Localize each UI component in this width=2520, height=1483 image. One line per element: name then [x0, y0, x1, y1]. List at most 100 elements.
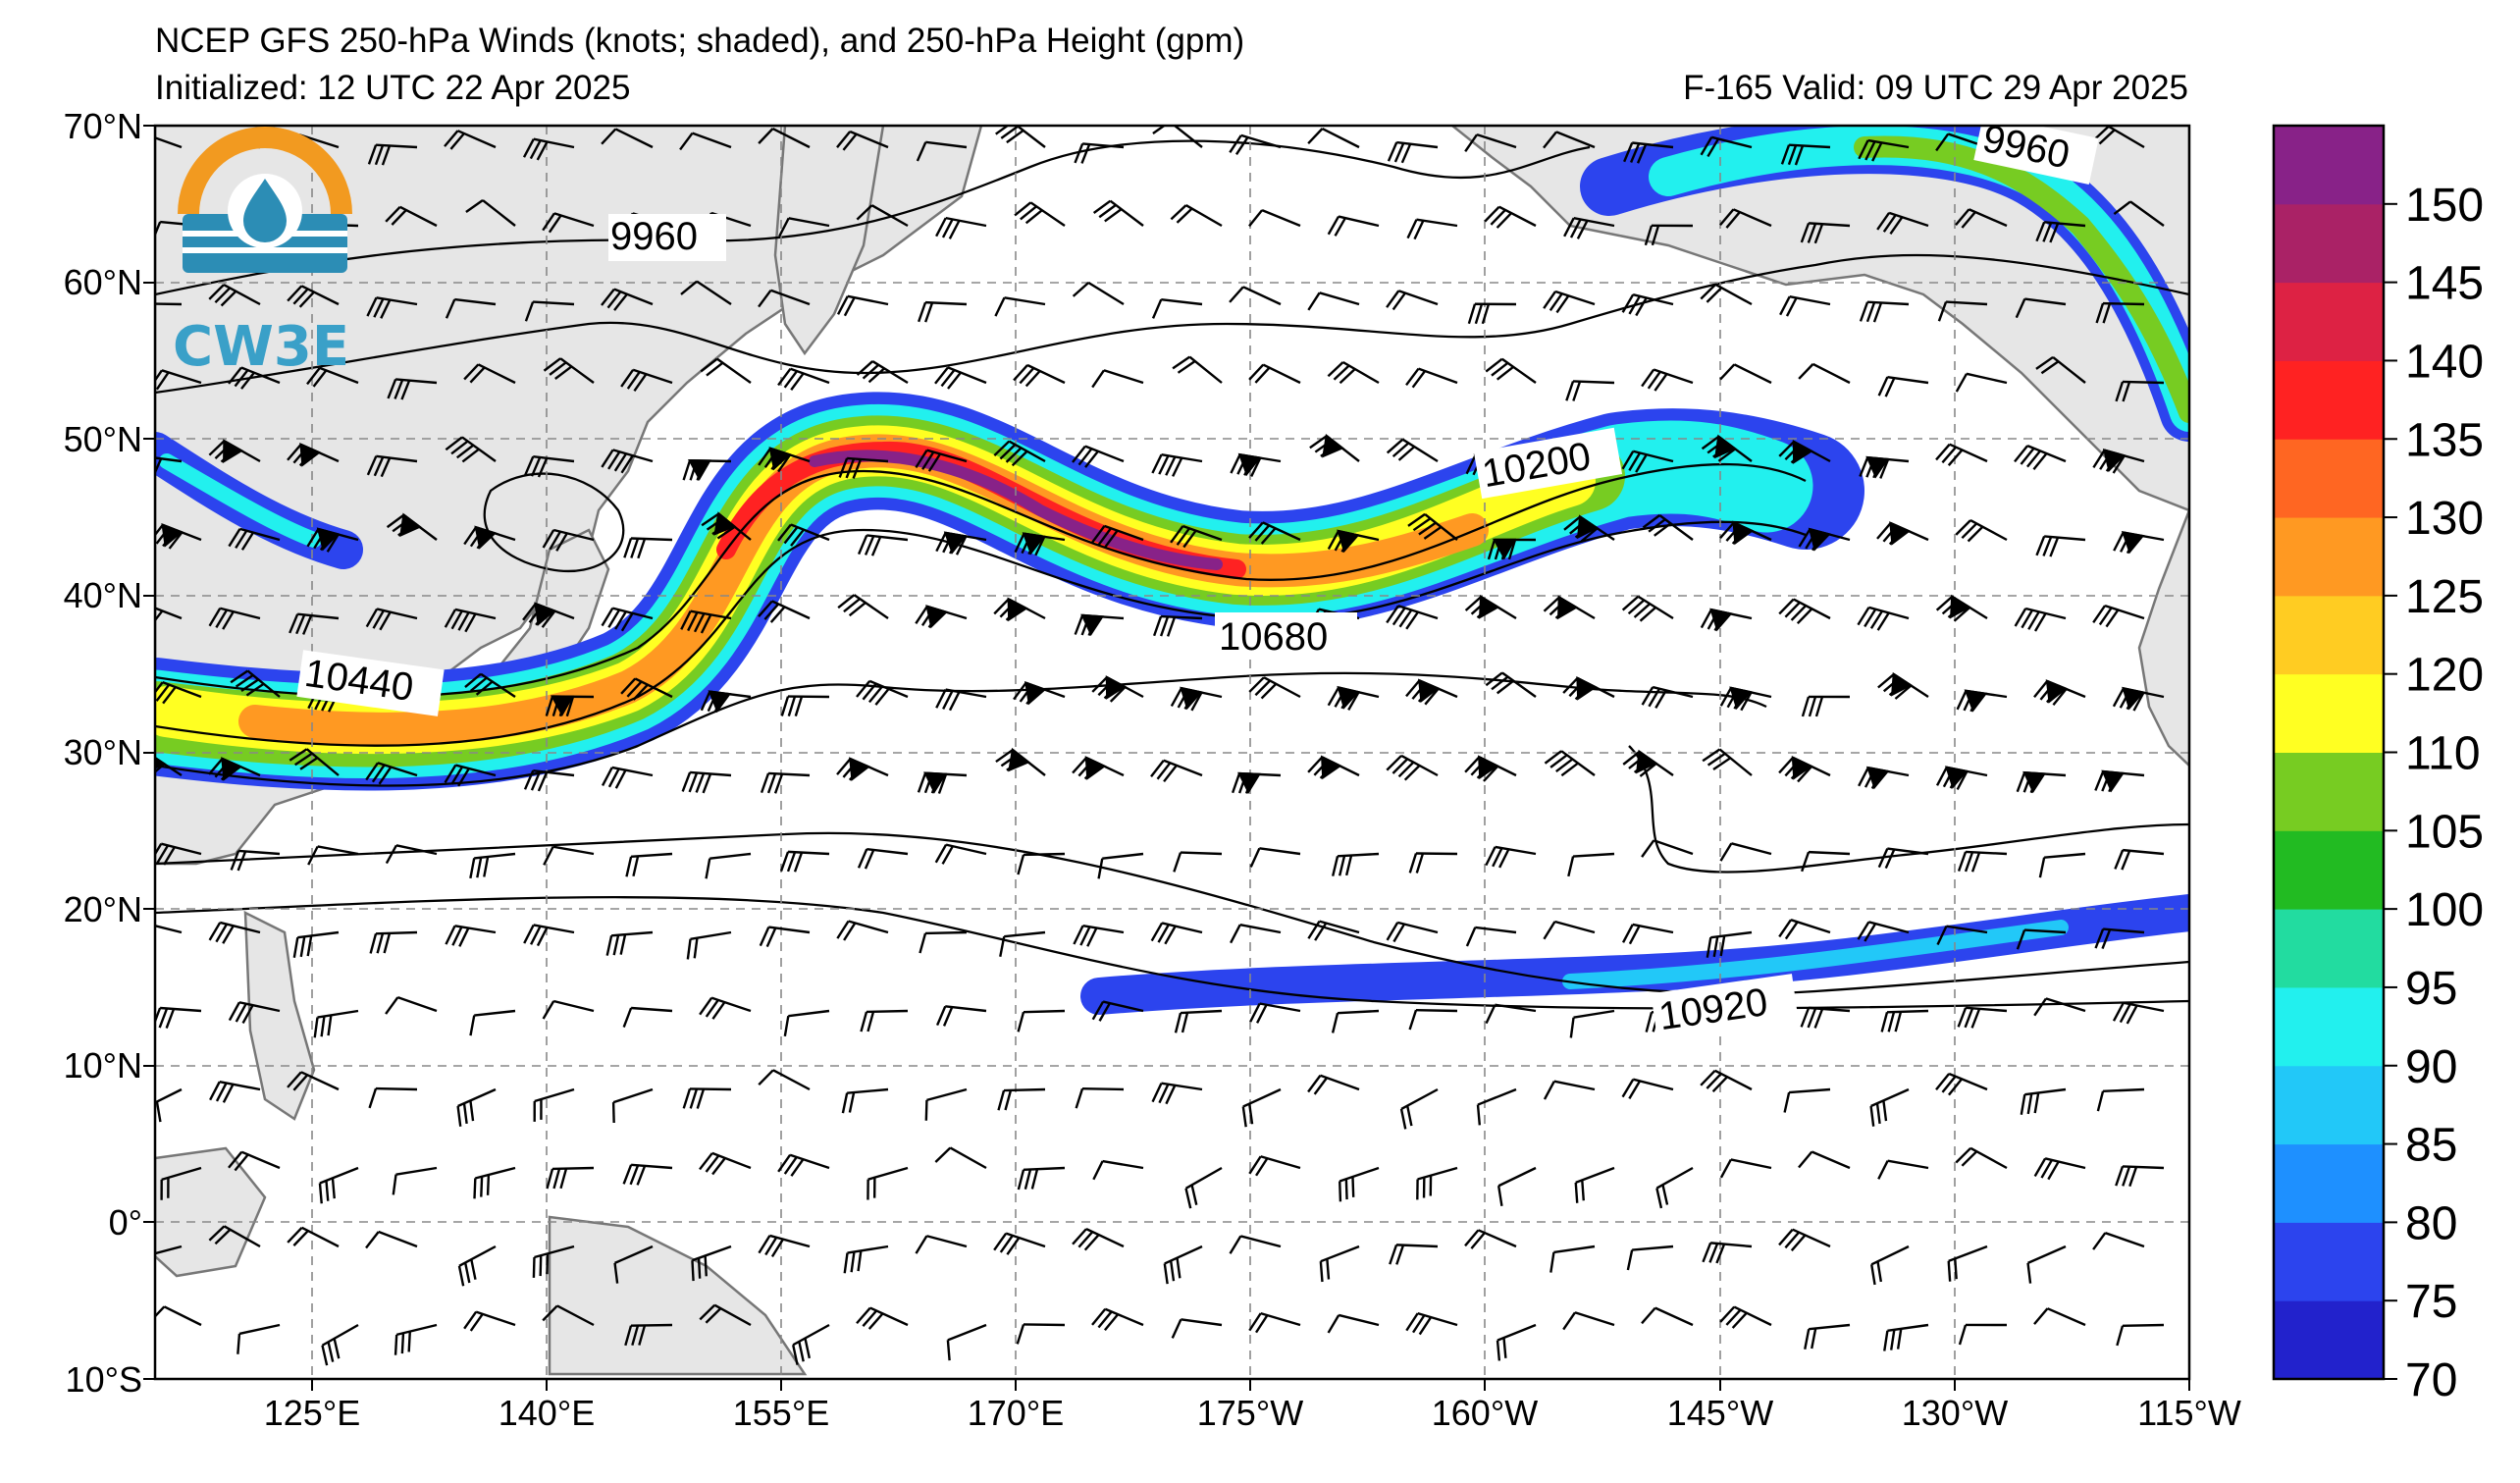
philippines-land [243, 910, 316, 1121]
wind-barb [779, 850, 830, 873]
wind-barb [1719, 686, 1772, 712]
wind-barb [2016, 928, 2067, 950]
wind-barb [1644, 224, 1694, 246]
wind-barb [546, 1166, 595, 1190]
wind-barb [1778, 440, 1831, 464]
wind-barb [155, 1087, 183, 1126]
wind-barb [1230, 452, 1282, 477]
wind-barb [1798, 527, 1851, 552]
wind-barb [1097, 852, 1144, 879]
wind-barb [1937, 300, 1988, 322]
wind-barb [601, 288, 654, 311]
wind-barb [155, 680, 202, 705]
wind-barb [1702, 1242, 1753, 1264]
colorbar-swatch [2274, 282, 2384, 361]
wind-barb [836, 294, 889, 317]
colorbar-swatch [2274, 360, 2384, 440]
colorbar-label: 120 [2405, 650, 2484, 702]
wind-barb [473, 1166, 516, 1199]
wind-barb [464, 672, 516, 698]
wind-barb [2113, 530, 2165, 555]
wind-barb [1249, 1002, 1301, 1024]
wind-barb [682, 458, 732, 481]
wind-barb [2020, 1087, 2067, 1115]
wind-barb [367, 143, 418, 166]
wind-barb [2115, 380, 2165, 402]
wind-barb [444, 130, 497, 150]
wind-barb [533, 1087, 575, 1122]
logo-sun-arc [178, 127, 352, 215]
wind-barb [1642, 514, 1694, 541]
wind-barb [1563, 514, 1615, 543]
wind-barb [1319, 1245, 1360, 1283]
borneo-land [155, 1146, 267, 1278]
wind-barb [1406, 218, 1458, 240]
map-title: NCEP GFS 250-hPa Winds (knots; shaded), … [155, 22, 1245, 60]
wind-barb [1230, 923, 1282, 944]
wind-barb [524, 300, 575, 322]
wind-barb [1091, 675, 1144, 703]
wind-barb [155, 1245, 183, 1258]
wind-barb [601, 128, 654, 149]
wind-barb [700, 357, 752, 384]
wind-barb [2038, 852, 2086, 878]
wind-barb [856, 679, 909, 706]
wind-barb [624, 1323, 673, 1347]
wind-barb [856, 204, 909, 228]
wind-barb [1014, 532, 1066, 556]
wind-barb [1386, 921, 1439, 943]
wind-barb [1936, 925, 1988, 946]
wind-barb [1869, 1087, 1910, 1127]
lat-label-60n: 60°N [64, 262, 142, 302]
wind-barb [1092, 1159, 1144, 1181]
wind-barb [915, 1235, 968, 1254]
wind-barb [1163, 1245, 1203, 1285]
lon-label-175w: 175°W [1197, 1393, 1303, 1433]
wind-barb [160, 1166, 202, 1200]
wind-barb [679, 132, 732, 151]
wind-barb [1307, 1074, 1360, 1095]
wind-barb [780, 695, 830, 717]
wind-barb [1091, 369, 1144, 389]
graticule [155, 126, 2189, 1379]
wind-barb [1074, 613, 1125, 637]
wind-barb [208, 607, 261, 630]
wind-barb [155, 1006, 202, 1029]
wind-barb [1485, 845, 1537, 869]
wind-barb [1655, 1166, 1694, 1209]
wind-barb [2114, 848, 2165, 871]
valid-time: F-165 Valid: 09 UTC 29 Apr 2025 [1683, 69, 2188, 107]
colorbar-label: 90 [2405, 1041, 2457, 1093]
wind-barb [2035, 221, 2086, 243]
wind-barb [306, 527, 359, 553]
wind-barb [1013, 680, 1066, 706]
wind-barb [1339, 1166, 1380, 1202]
colorbar-label: 150 [2405, 180, 2484, 232]
wind-barb [919, 930, 968, 954]
wind-barb [2115, 1165, 2165, 1188]
wind-barb [1173, 851, 1223, 873]
lon-axis: 125°E 140°E 155°E 170°E 175°W 160°W 145°… [264, 1393, 2241, 1433]
wind-barb [2112, 686, 2165, 712]
wind-barb [532, 1245, 575, 1278]
init-time: Initialized: 12 UTC 22 Apr 2025 [155, 69, 631, 107]
wind-barb [542, 528, 595, 552]
wind-barb [1091, 1307, 1144, 1332]
water-drop-icon [243, 179, 287, 242]
wind-barb [1957, 1006, 2008, 1029]
wind-barb [1092, 199, 1144, 227]
wind-barb [1543, 131, 1596, 149]
wind-barb [208, 1225, 261, 1248]
wind-barb [1543, 595, 1596, 620]
wind-barb [287, 1071, 340, 1091]
wind-barb [369, 930, 418, 954]
wind-barb [1877, 671, 1929, 700]
wind-barb [1622, 749, 1674, 777]
wind-barb [2096, 1087, 2145, 1112]
wind-barb [2113, 200, 2165, 227]
wind-barb [1386, 754, 1439, 781]
wind-barb [1151, 1082, 1203, 1105]
wind-barb [366, 296, 418, 319]
lat-axis: 70°N 60°N 50°N 40°N 30°N 20°N 10°N 0° 10… [64, 106, 142, 1400]
wind-barb [1405, 678, 1458, 706]
